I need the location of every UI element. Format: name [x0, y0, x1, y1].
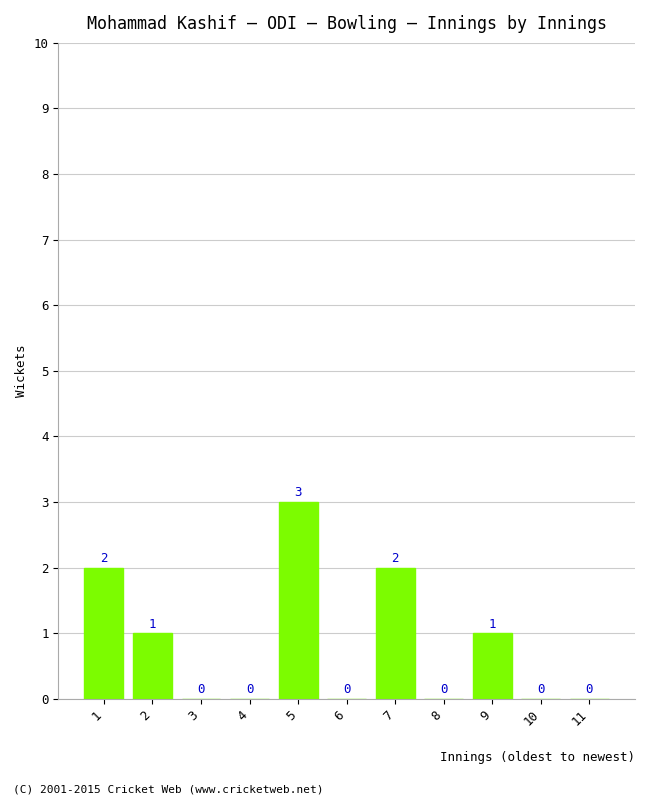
Text: 0: 0	[440, 683, 447, 696]
Text: 0: 0	[246, 683, 254, 696]
Text: 2: 2	[100, 552, 108, 565]
Text: 0: 0	[343, 683, 350, 696]
Bar	[376, 567, 415, 698]
Text: 2: 2	[391, 552, 399, 565]
Text: 1: 1	[149, 618, 156, 630]
Bar	[133, 633, 172, 698]
Text: 1: 1	[489, 618, 496, 630]
Title: Mohammad Kashif – ODI – Bowling – Innings by Innings: Mohammad Kashif – ODI – Bowling – Inning…	[86, 15, 606, 33]
Text: 0: 0	[197, 683, 205, 696]
Y-axis label: Wickets: Wickets	[15, 345, 28, 397]
Text: 0: 0	[586, 683, 593, 696]
Bar	[473, 633, 512, 698]
Bar	[279, 502, 317, 698]
Text: (C) 2001-2015 Cricket Web (www.cricketweb.net): (C) 2001-2015 Cricket Web (www.cricketwe…	[13, 784, 324, 794]
Text: 3: 3	[294, 486, 302, 499]
Text: 0: 0	[537, 683, 545, 696]
X-axis label: Innings (oldest to newest): Innings (oldest to newest)	[440, 751, 635, 764]
Bar	[84, 567, 124, 698]
